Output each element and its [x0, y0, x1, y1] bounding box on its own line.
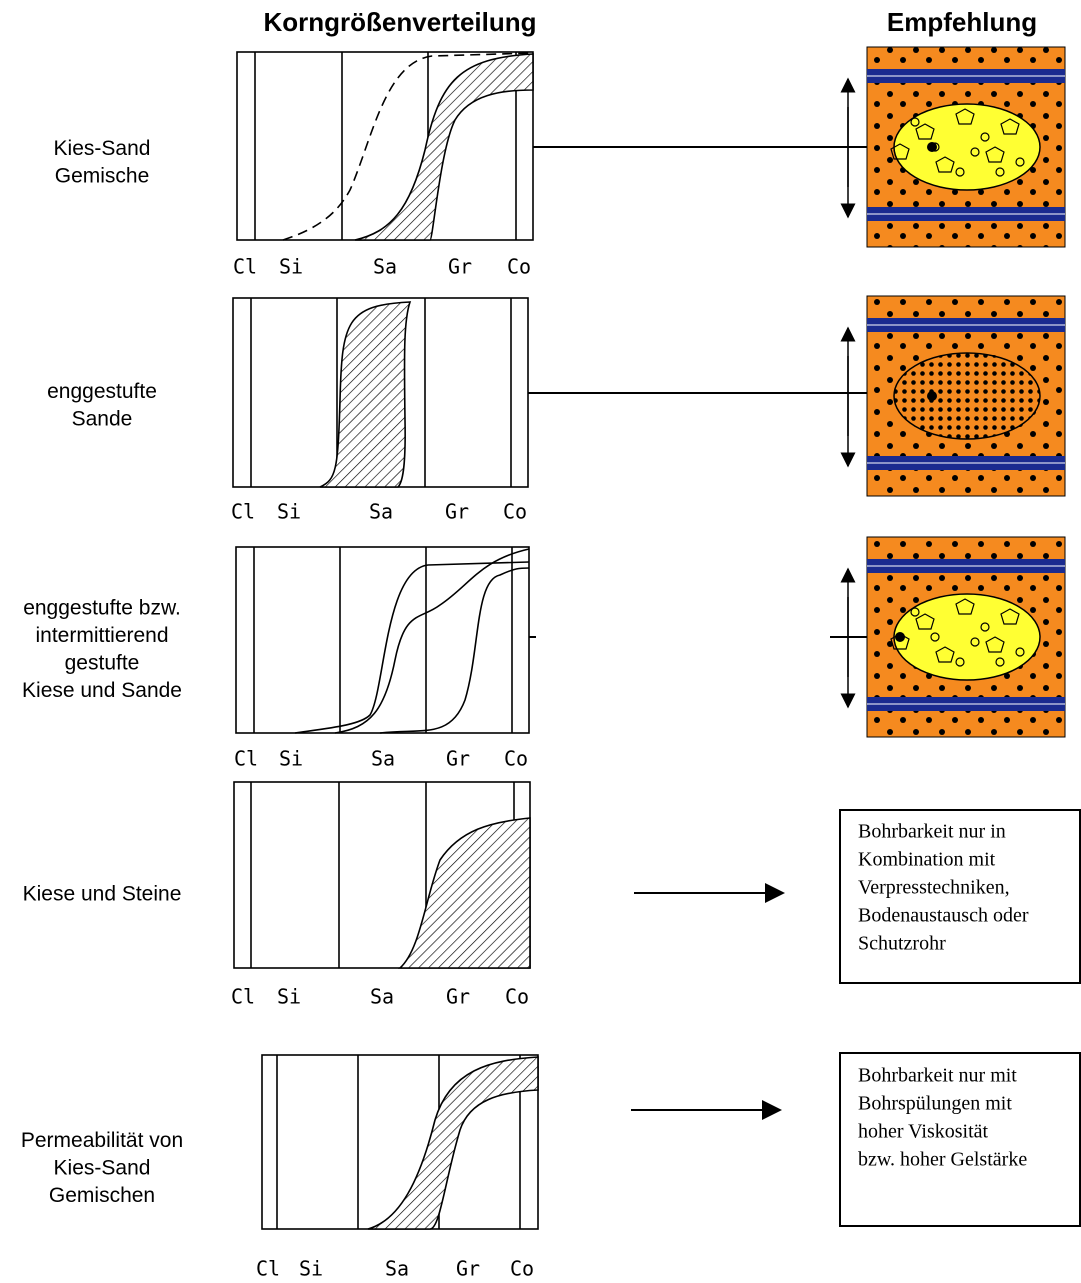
row-label: Gemische — [55, 164, 150, 187]
axis-label: Co — [510, 1257, 534, 1281]
pebble — [910, 607, 920, 617]
recommendation-text: Bodenaustausch oder — [858, 905, 1029, 927]
row-label: Kiese und Steine — [23, 883, 182, 906]
axis-label: Cl — [233, 255, 257, 279]
axis-label: Sa — [385, 1257, 409, 1281]
row-label: enggestufte — [47, 380, 157, 403]
recommendation-text: Verpresstechniken, — [858, 877, 1010, 899]
illustration — [840, 536, 1066, 738]
axis-label: Sa — [369, 500, 393, 524]
stone — [890, 143, 910, 160]
title-left: Korngrößenverteilung — [263, 7, 536, 37]
pebble — [970, 147, 980, 157]
band — [354, 53, 534, 241]
axis-label: Cl — [234, 747, 258, 771]
axis-label: Sa — [373, 255, 397, 279]
row-label: intermittierend — [35, 624, 168, 647]
axis-label: Gr — [448, 255, 472, 279]
axis-label: Cl — [231, 985, 255, 1009]
axis-label: Gr — [446, 747, 470, 771]
axis-label: Sa — [370, 985, 394, 1009]
stone — [985, 146, 1005, 163]
recommendation-text: Bohrbarkeit nur mit — [858, 1065, 1017, 1087]
pebble — [955, 657, 965, 667]
pebble — [955, 167, 965, 177]
stone — [890, 633, 910, 650]
axis-label: Sa — [371, 747, 395, 771]
axis-label: Co — [503, 500, 527, 524]
row-label: Kies-Sand — [54, 137, 151, 160]
grain-chart — [235, 546, 530, 734]
stone — [1000, 118, 1020, 135]
node — [927, 391, 937, 401]
recommendation-text: Kombination mit — [858, 849, 996, 871]
pebble — [995, 167, 1005, 177]
bore-zone — [893, 103, 1041, 191]
axis-label: Cl — [256, 1257, 280, 1281]
row-label: enggestufte bzw. — [23, 596, 181, 619]
row-label: Gemischen — [49, 1184, 155, 1207]
recommendation-text: Schutzrohr — [858, 933, 946, 955]
pebble — [1015, 647, 1025, 657]
row-label: Kiese und Sande — [22, 679, 182, 702]
band — [397, 817, 531, 969]
recommendation-box — [839, 809, 1081, 984]
stone — [935, 156, 955, 173]
illustration — [840, 295, 1066, 497]
pebble — [970, 637, 980, 647]
axis-label: Gr — [456, 1257, 480, 1281]
row-label: gestufte — [65, 651, 140, 674]
node — [927, 142, 937, 152]
recommendation-text: hoher Viskosität — [858, 1121, 989, 1143]
axis-label: Co — [507, 255, 531, 279]
axis-label: Si — [299, 1257, 323, 1281]
row-label: Sande — [72, 407, 133, 430]
illustration — [840, 46, 1066, 248]
axis-label: Gr — [446, 985, 470, 1009]
stone — [915, 613, 935, 630]
curve — [282, 52, 534, 241]
chart-frame — [235, 546, 530, 734]
stone — [915, 123, 935, 140]
bore-zone — [893, 593, 1041, 681]
pebble — [930, 632, 940, 642]
row-label: Permeabilität von — [21, 1129, 183, 1152]
axis-label: Si — [279, 255, 303, 279]
pebble — [910, 117, 920, 127]
stone — [955, 598, 975, 615]
axis-label: Si — [277, 500, 301, 524]
node — [895, 632, 905, 642]
curve — [334, 548, 530, 734]
pebble — [980, 622, 990, 632]
recommendation-text: Bohrbarkeit nur in — [858, 821, 1006, 843]
band — [367, 1056, 539, 1230]
curve — [379, 567, 530, 734]
title-right: Empfehlung — [887, 7, 1037, 37]
stone — [985, 636, 1005, 653]
recommendation-text: Bohrspülungen mit — [858, 1093, 1012, 1115]
axis-label: Si — [277, 985, 301, 1009]
axis-label: Co — [504, 747, 528, 771]
row-label: Kies-Sand — [54, 1157, 151, 1180]
axis-label: Cl — [231, 500, 255, 524]
recommendation-text: bzw. hoher Gelstärke — [858, 1149, 1027, 1171]
pebble — [1015, 157, 1025, 167]
axis-label: Si — [279, 747, 303, 771]
axis-label: Co — [505, 985, 529, 1009]
bore-zone — [893, 352, 1041, 440]
band — [319, 301, 412, 488]
recommendation-box — [839, 1052, 1081, 1227]
connectors — [528, 146, 930, 1120]
pebble — [980, 132, 990, 142]
stone — [935, 646, 955, 663]
curve — [294, 561, 530, 734]
stone — [1000, 608, 1020, 625]
pebble — [995, 657, 1005, 667]
curves — [282, 52, 539, 1230]
axis-label: Gr — [445, 500, 469, 524]
stone — [955, 108, 975, 125]
